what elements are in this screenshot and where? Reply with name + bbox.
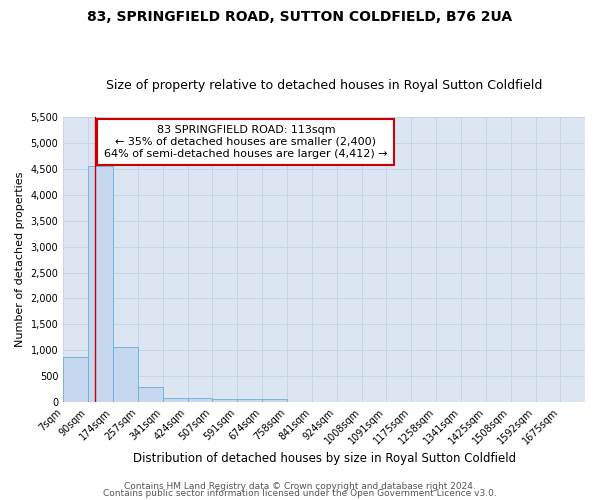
Bar (237, 398, 262, 402)
Bar (63, 356, 88, 403)
Bar (138, 388, 163, 402)
Bar (188, 398, 212, 402)
Bar (163, 398, 188, 402)
Bar (88, 166, 113, 402)
Text: 83, SPRINGFIELD ROAD, SUTTON COLDFIELD, B76 2UA: 83, SPRINGFIELD ROAD, SUTTON COLDFIELD, … (88, 10, 512, 24)
X-axis label: Distribution of detached houses by size in Royal Sutton Coldfield: Distribution of detached houses by size … (133, 452, 516, 465)
Title: Size of property relative to detached houses in Royal Sutton Coldfield: Size of property relative to detached ho… (106, 79, 542, 92)
Bar (262, 398, 287, 402)
Bar (113, 348, 138, 403)
Bar (212, 398, 237, 402)
Text: Contains public sector information licensed under the Open Government Licence v3: Contains public sector information licen… (103, 490, 497, 498)
Text: Contains HM Land Registry data © Crown copyright and database right 2024.: Contains HM Land Registry data © Crown c… (124, 482, 476, 491)
Y-axis label: Number of detached properties: Number of detached properties (15, 172, 25, 347)
Text: 83 SPRINGFIELD ROAD: 113sqm
← 35% of detached houses are smaller (2,400)
64% of : 83 SPRINGFIELD ROAD: 113sqm ← 35% of det… (104, 126, 388, 158)
